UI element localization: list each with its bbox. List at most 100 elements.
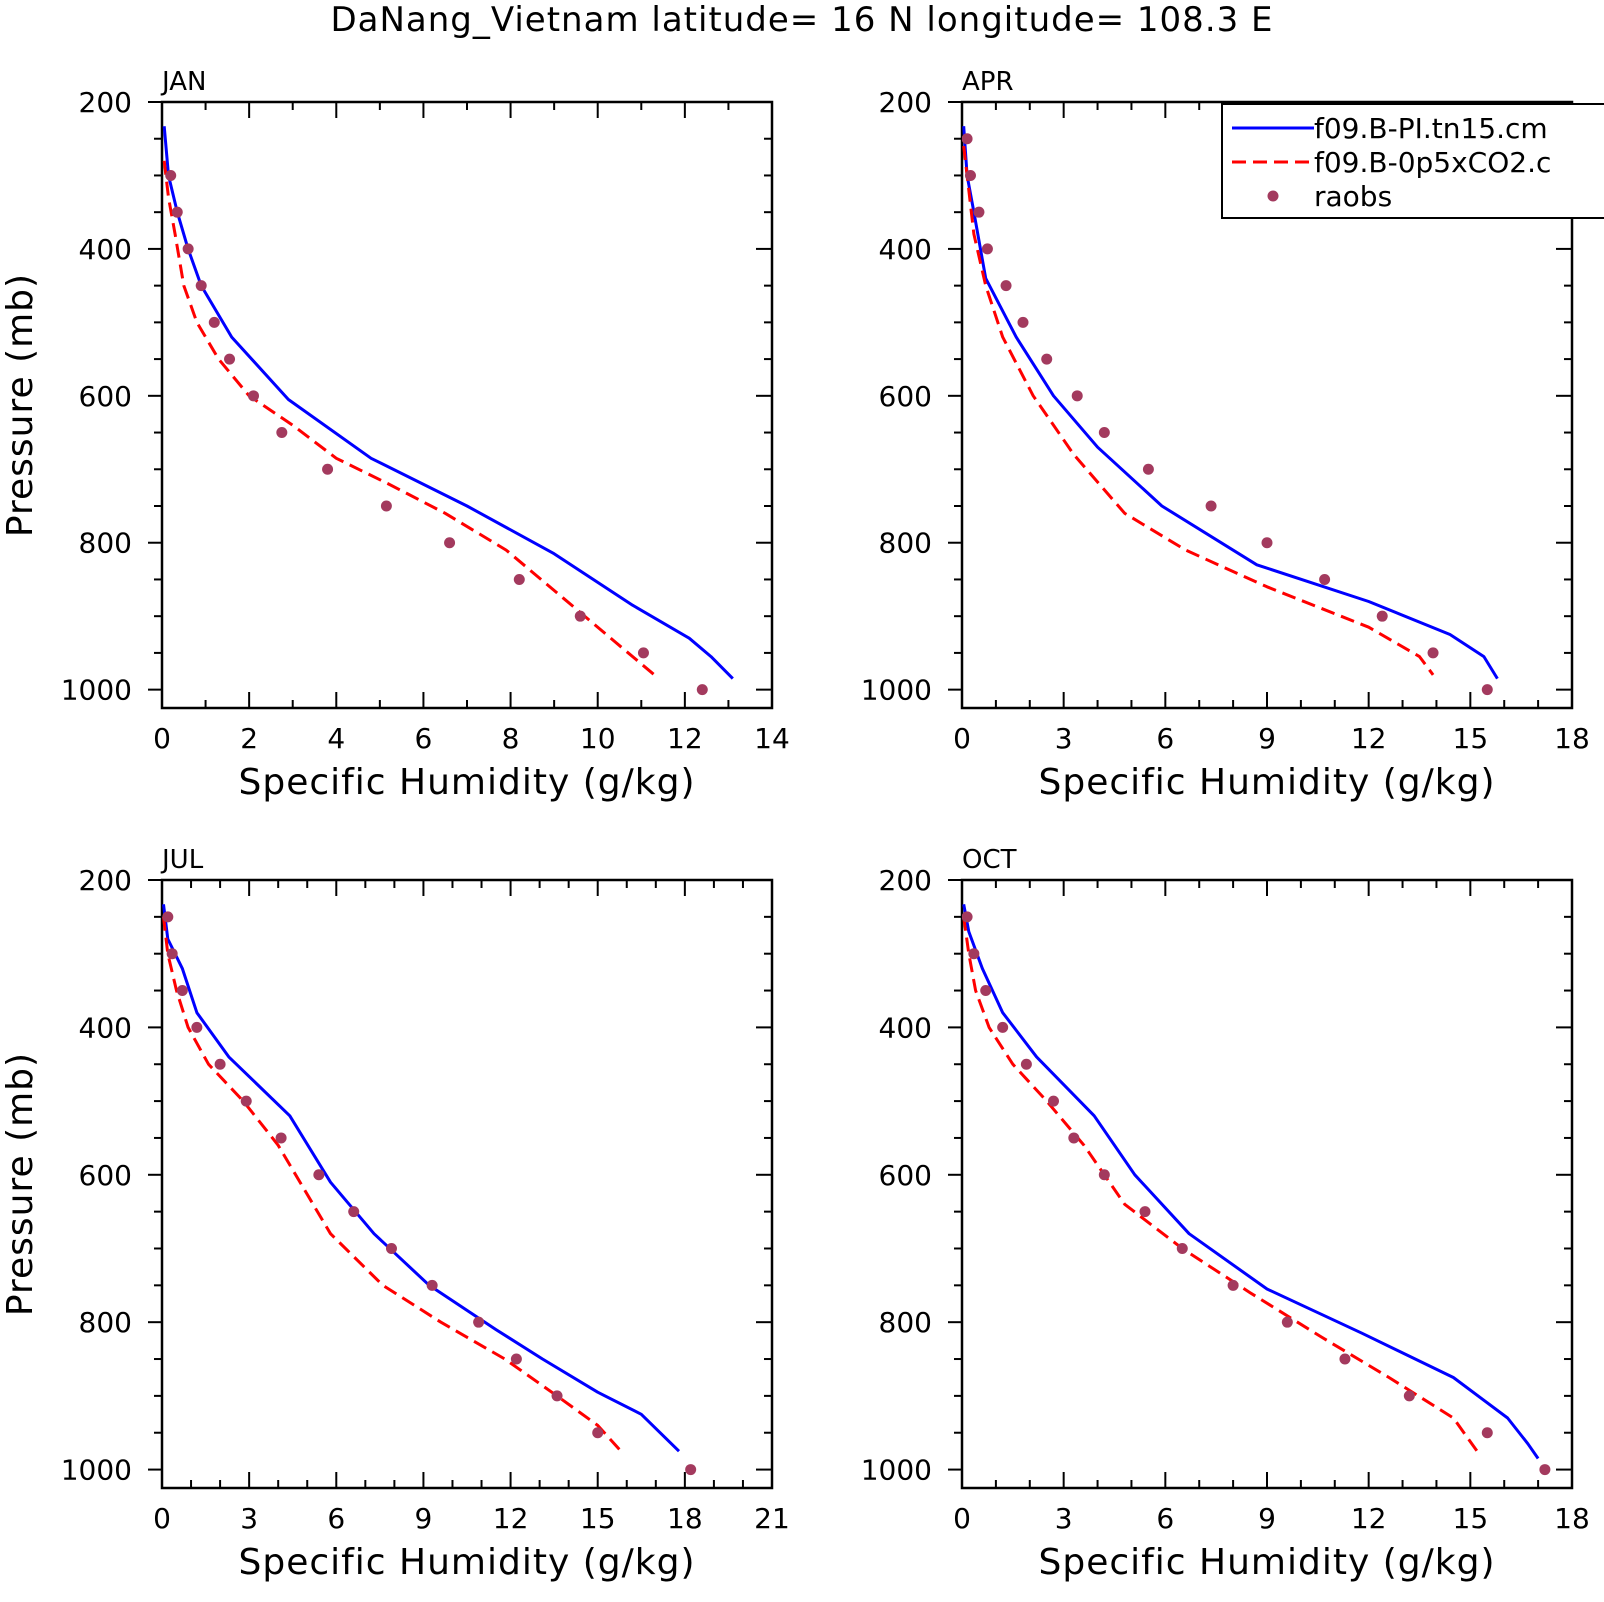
raobs-point bbox=[1017, 316, 1029, 328]
raobs-point bbox=[224, 353, 236, 365]
y-tick-label: 800 bbox=[879, 1306, 932, 1339]
series-group bbox=[162, 904, 697, 1476]
raobs-point bbox=[962, 133, 973, 145]
raobs-point bbox=[165, 169, 177, 181]
x-tick-label: 12 bbox=[667, 722, 703, 755]
y-tick-label: 800 bbox=[879, 527, 932, 560]
series-line-0p5xco2 bbox=[162, 916, 623, 1453]
series-line-0p5xco2 bbox=[962, 145, 1435, 676]
series-line-pi bbox=[162, 904, 681, 1453]
x-tick-label: 18 bbox=[667, 1502, 703, 1535]
raobs-point bbox=[1481, 1427, 1493, 1439]
raobs-point bbox=[574, 610, 586, 622]
y-tick-label: 200 bbox=[79, 864, 132, 897]
raobs-point bbox=[1142, 463, 1154, 475]
raobs-point bbox=[385, 1242, 397, 1254]
raobs-point bbox=[1319, 573, 1331, 585]
raobs-point bbox=[980, 985, 992, 997]
raobs-point bbox=[276, 427, 288, 439]
x-tick-label: 3 bbox=[1055, 1502, 1073, 1535]
raobs-point bbox=[997, 1021, 1009, 1033]
y-tick-label: 600 bbox=[79, 1159, 132, 1192]
raobs-point bbox=[1098, 427, 1110, 439]
x-tick-label: 6 bbox=[415, 722, 433, 755]
x-tick-label: 9 bbox=[415, 1502, 433, 1535]
y-tick-label: 1000 bbox=[861, 674, 932, 707]
panel-jan: JAN 0 2 4 6 8 10 12 14 200 400 600 800 1000 Specific H… bbox=[0, 67, 790, 803]
x-tick-label: 9 bbox=[1258, 722, 1276, 755]
plot-frame bbox=[160, 100, 774, 710]
panel-jul: JUL 0 3 6 9 12 15 18 21 200 400 600 800 1000 Specific … bbox=[0, 845, 790, 1583]
raobs-point bbox=[444, 537, 456, 549]
panel-title: JUL bbox=[160, 845, 204, 875]
y-tick-label: 200 bbox=[79, 86, 132, 119]
raobs-point bbox=[162, 911, 174, 923]
plot-frame bbox=[160, 878, 774, 1490]
series-group bbox=[162, 126, 734, 696]
raobs-point bbox=[968, 948, 980, 960]
raobs-point bbox=[973, 206, 985, 218]
y-tick-label: 400 bbox=[879, 1011, 932, 1044]
x-tick-label: 6 bbox=[1156, 722, 1174, 755]
raobs-point bbox=[240, 1095, 252, 1107]
series-line-0p5xco2 bbox=[962, 916, 1479, 1453]
x-tick-label: 18 bbox=[1554, 722, 1590, 755]
raobs-point bbox=[275, 1132, 287, 1144]
raobs-point bbox=[214, 1058, 226, 1070]
y-tick-label: 1000 bbox=[61, 674, 132, 707]
raobs-point bbox=[696, 684, 708, 696]
legend-label: f09.B-PI.tn15.cm bbox=[1314, 112, 1548, 145]
panel-oct: OCT 0 3 6 9 12 15 18 200 400 600 800 1000 Specific Hu… bbox=[861, 845, 1590, 1583]
raobs-point bbox=[176, 985, 188, 997]
x-tick-label: 8 bbox=[502, 722, 520, 755]
panel-title: OCT bbox=[962, 845, 1017, 875]
raobs-point bbox=[1020, 1058, 1032, 1070]
raobs-point bbox=[685, 1464, 697, 1476]
series-group bbox=[962, 126, 1499, 696]
x-tick-label: 12 bbox=[1351, 1502, 1387, 1535]
y-tick-label: 200 bbox=[879, 864, 932, 897]
series-group bbox=[962, 904, 1551, 1476]
raobs-point bbox=[964, 169, 976, 181]
panel-apr: APR 0 3 6 9 12 15 18 200 400 600 800 1000 Specific Hu… bbox=[861, 67, 1590, 803]
raobs-point bbox=[1048, 1095, 1059, 1107]
x-tick-label: 2 bbox=[240, 722, 258, 755]
x-axis-label: Specific Humidity (g/kg) bbox=[1038, 762, 1495, 803]
x-tick-label: 21 bbox=[754, 1502, 790, 1535]
panel-title: APR bbox=[962, 67, 1014, 97]
x-tick-label: 6 bbox=[1156, 1502, 1174, 1535]
series-line-0p5xco2 bbox=[162, 160, 656, 677]
x-tick-label: 15 bbox=[1453, 722, 1489, 755]
panel-title: JAN bbox=[160, 67, 206, 97]
x-tick-label: 9 bbox=[1258, 1502, 1276, 1535]
y-axis-label: Pressure (mb) bbox=[0, 273, 41, 537]
x-axis-label: Specific Humidity (g/kg) bbox=[238, 762, 695, 803]
raobs-point bbox=[1281, 1316, 1293, 1328]
x-tick-label: 18 bbox=[1554, 1502, 1590, 1535]
series-line-pi bbox=[162, 126, 734, 680]
raobs-point bbox=[1427, 647, 1439, 659]
x-tick-label: 3 bbox=[240, 1502, 258, 1535]
legend-label: raobs bbox=[1314, 180, 1392, 213]
legend-label: f09.B-0p5xCO2.c bbox=[1314, 146, 1551, 179]
series-line-pi bbox=[962, 904, 1540, 1460]
raobs-point bbox=[1071, 390, 1083, 402]
x-axis-label: Specific Humidity (g/kg) bbox=[1038, 1542, 1495, 1583]
raobs-point bbox=[1176, 1242, 1188, 1254]
raobs-point bbox=[1068, 1132, 1080, 1144]
raobs-point bbox=[1000, 280, 1012, 292]
raobs-point bbox=[1139, 1206, 1151, 1218]
x-tick-label: 12 bbox=[1351, 722, 1387, 755]
raobs-point bbox=[1205, 500, 1217, 512]
x-tick-label: 3 bbox=[1055, 722, 1073, 755]
y-tick-label: 800 bbox=[79, 1306, 132, 1339]
raobs-point bbox=[191, 1021, 203, 1033]
x-tick-label: 4 bbox=[327, 722, 345, 755]
raobs-point bbox=[248, 390, 259, 402]
x-tick-label: 0 bbox=[153, 722, 171, 755]
raobs-point bbox=[1376, 610, 1388, 622]
y-tick-label: 400 bbox=[79, 233, 132, 266]
raobs-point bbox=[510, 1353, 522, 1365]
x-tick-label: 12 bbox=[493, 1502, 529, 1535]
